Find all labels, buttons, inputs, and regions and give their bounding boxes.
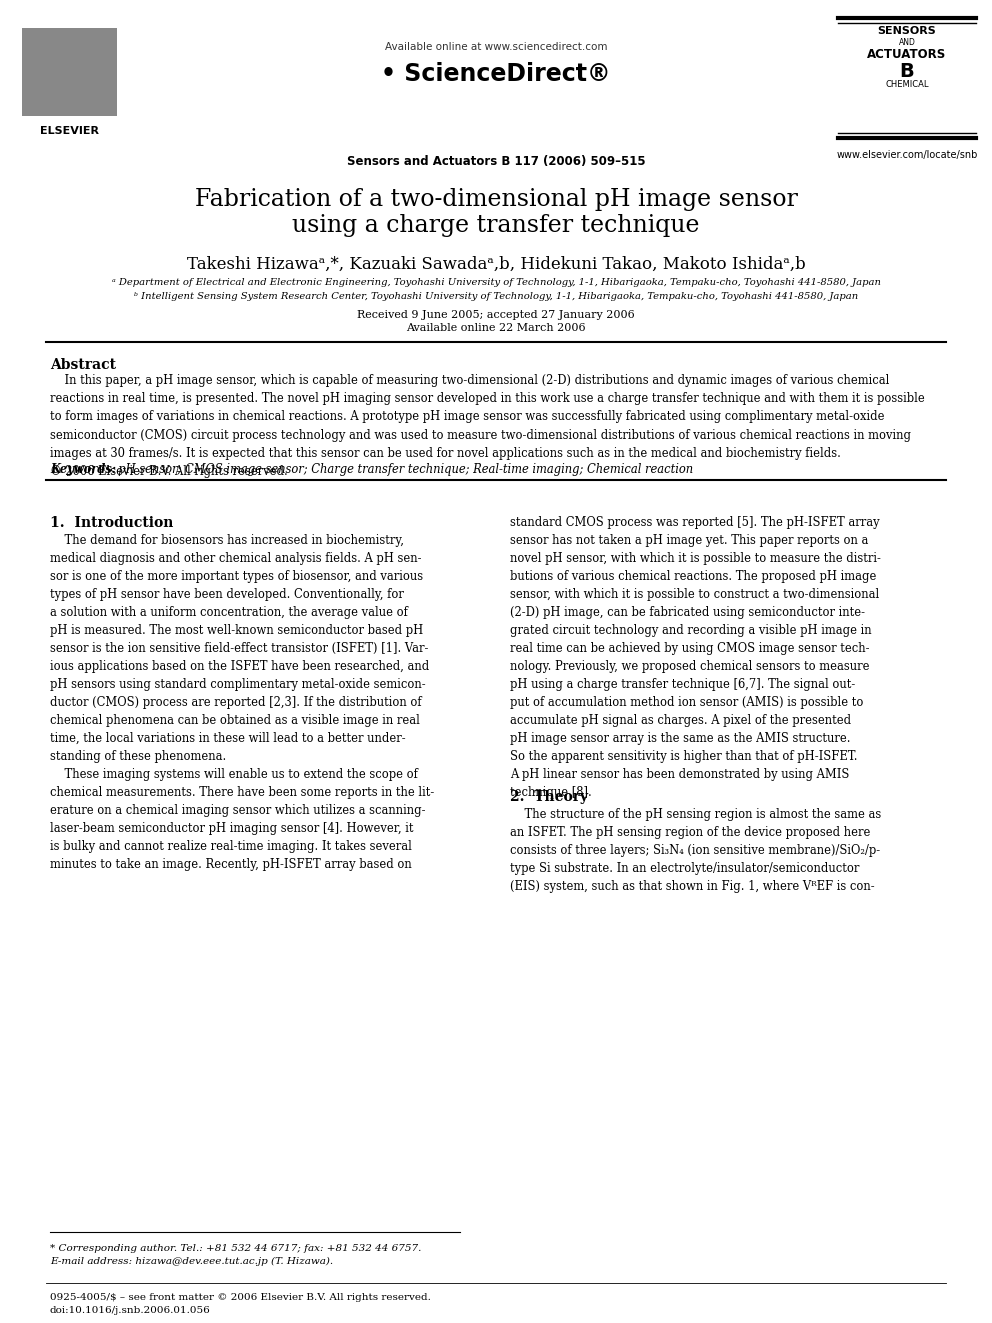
Text: Available online 22 March 2006: Available online 22 March 2006 <box>406 323 586 333</box>
Text: ACTUATORS: ACTUATORS <box>867 48 946 61</box>
Text: using a charge transfer technique: using a charge transfer technique <box>293 214 699 237</box>
Text: E-mail address: hizawa@dev.eee.tut.ac.jp (T. Hizawa).: E-mail address: hizawa@dev.eee.tut.ac.jp… <box>50 1257 333 1266</box>
Bar <box>22 28 117 116</box>
Text: 0925-4005/$ – see front matter © 2006 Elsevier B.V. All rights reserved.: 0925-4005/$ – see front matter © 2006 El… <box>50 1293 431 1302</box>
Text: standard CMOS process was reported [5]. The pH-ISFET array
sensor has not taken : standard CMOS process was reported [5]. … <box>510 516 881 799</box>
Text: 1.  Introduction: 1. Introduction <box>50 516 174 531</box>
Text: * Corresponding author. Tel.: +81 532 44 6717; fax: +81 532 44 6757.: * Corresponding author. Tel.: +81 532 44… <box>50 1244 422 1253</box>
Text: ᵃ Department of Electrical and Electronic Engineering, Toyohashi University of T: ᵃ Department of Electrical and Electroni… <box>111 278 881 287</box>
Text: pH sensor; CMOS image sensor; Charge transfer technique; Real-time imaging; Chem: pH sensor; CMOS image sensor; Charge tra… <box>111 463 693 476</box>
Text: The structure of the pH sensing region is almost the same as
an ISFET. The pH se: The structure of the pH sensing region i… <box>510 808 881 893</box>
Text: Abstract: Abstract <box>50 359 116 372</box>
Text: Takeshi Hizawaᵃ,*, Kazuaki Sawadaᵃ,b, Hidekuni Takao, Makoto Ishidaᵃ,b: Takeshi Hizawaᵃ,*, Kazuaki Sawadaᵃ,b, Hi… <box>186 255 806 273</box>
Text: www.elsevier.com/locate/snb: www.elsevier.com/locate/snb <box>836 149 978 160</box>
Text: B: B <box>900 62 915 81</box>
Text: 2.  Theory: 2. Theory <box>510 790 588 804</box>
Text: Available online at www.sciencedirect.com: Available online at www.sciencedirect.co… <box>385 42 607 52</box>
Text: ᵇ Intelligent Sensing System Research Center, Toyohashi University of Technology: ᵇ Intelligent Sensing System Research Ce… <box>134 292 858 302</box>
Text: ELSEVIER: ELSEVIER <box>40 126 99 136</box>
Text: doi:10.1016/j.snb.2006.01.056: doi:10.1016/j.snb.2006.01.056 <box>50 1306 210 1315</box>
Text: Keywords:: Keywords: <box>50 463 116 476</box>
Text: CHEMICAL: CHEMICAL <box>885 79 929 89</box>
Text: In this paper, a pH image sensor, which is capable of measuring two-dimensional : In this paper, a pH image sensor, which … <box>50 374 925 478</box>
Text: Received 9 June 2005; accepted 27 January 2006: Received 9 June 2005; accepted 27 Januar… <box>357 310 635 320</box>
Text: Sensors and Actuators B 117 (2006) 509–515: Sensors and Actuators B 117 (2006) 509–5… <box>346 155 646 168</box>
Text: The demand for biosensors has increased in biochemistry,
medical diagnosis and o: The demand for biosensors has increased … <box>50 534 434 871</box>
Text: Fabrication of a two-dimensional pH image sensor: Fabrication of a two-dimensional pH imag… <box>194 188 798 210</box>
Text: • ScienceDirect®: • ScienceDirect® <box>381 62 611 86</box>
Text: SENSORS: SENSORS <box>878 26 936 36</box>
Text: AND: AND <box>899 38 916 48</box>
